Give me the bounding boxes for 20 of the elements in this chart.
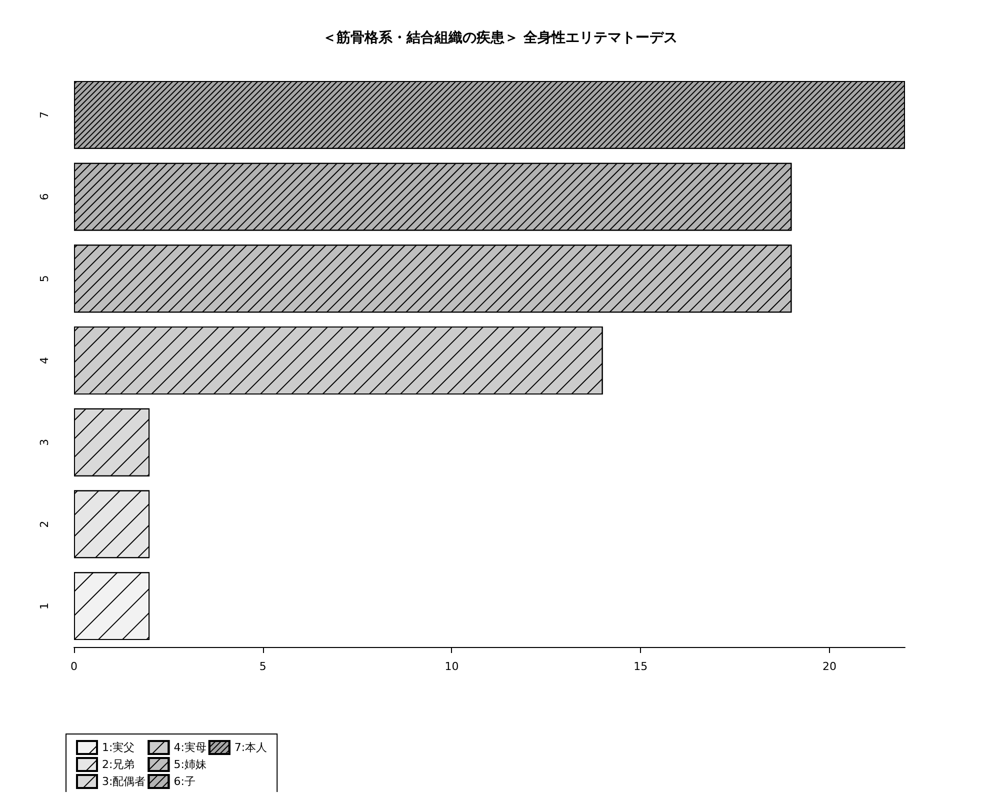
x-tick-label: 20	[822, 660, 836, 673]
legend-label: 6:子	[174, 775, 196, 788]
y-tick-label: 1	[38, 602, 51, 610]
chart-title: ＜筋骨格系・結合組織の疾患＞ 全身性エリテマトーデス	[322, 29, 678, 46]
x-tick-label: 0	[70, 660, 78, 673]
y-tick-label: 4	[38, 357, 51, 364]
legend-label: 3:配偶者	[102, 775, 146, 788]
y-tick-label: 2	[38, 520, 51, 528]
x-tick-label: 5	[259, 660, 266, 673]
legend-label: 5:姉妹	[174, 758, 206, 771]
y-tick-label: 6	[38, 193, 51, 200]
legend-label: 4:実母	[174, 741, 206, 754]
legend-label: 2:兄弟	[102, 758, 135, 771]
x-tick-label: 10	[444, 660, 459, 673]
legend-label: 1:実父	[102, 741, 135, 754]
x-tick-label: 15	[634, 660, 648, 673]
legend-label: 7:本人	[234, 741, 268, 754]
y-tick-label: 7	[38, 111, 51, 118]
y-tick-label: 5	[38, 275, 51, 282]
y-tick-label: 3	[38, 438, 51, 446]
